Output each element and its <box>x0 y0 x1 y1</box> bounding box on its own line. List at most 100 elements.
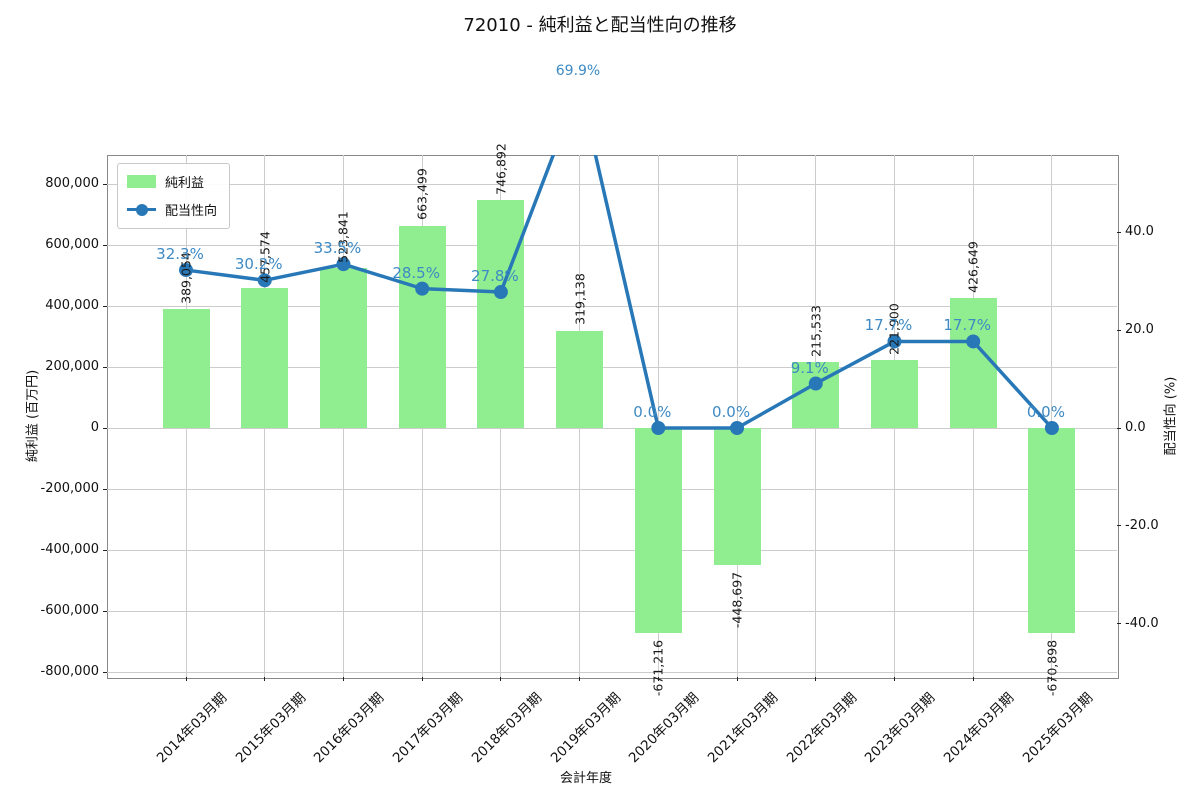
y-left-tick-mark <box>103 610 107 612</box>
payout-value-label: 0.0% <box>633 403 672 421</box>
payout-point <box>179 263 193 278</box>
x-tick-mark <box>657 677 659 681</box>
y-right-tick-mark <box>1117 525 1121 527</box>
x-tick-label: 2022年03月期 <box>783 689 860 767</box>
gridline-horizontal <box>107 427 1117 429</box>
x-tick-mark <box>185 677 187 681</box>
x-tick-mark <box>579 677 581 681</box>
x-tick-mark <box>421 677 423 681</box>
payout-point <box>966 334 981 349</box>
y-left-tick-label: 800,000 <box>45 176 99 191</box>
y-left-tick-label: 400,000 <box>45 298 99 313</box>
x-tick-label: 2023年03月期 <box>862 689 939 767</box>
payout-point <box>415 281 430 296</box>
y-right-tick-label: -40.0 <box>1125 615 1159 631</box>
net-income-swatch-icon <box>127 175 156 188</box>
gridline-vertical <box>1051 155 1053 677</box>
y-right-tick-label: -20.0 <box>1125 517 1159 533</box>
net-income-bar <box>1028 428 1076 633</box>
net-income-bar <box>398 225 446 428</box>
y-left-tick-label: 200,000 <box>45 359 99 374</box>
payout-line-layer <box>179 155 1059 435</box>
payout-value-label: 28.5% <box>392 263 440 282</box>
net-income-bar <box>477 200 525 428</box>
payout-value-label: 17.7% <box>943 316 992 335</box>
y-right-tick-label: 0.0 <box>1125 420 1146 435</box>
x-tick-mark <box>815 677 817 681</box>
x-tick-label: 2020年03月期 <box>626 689 703 767</box>
clipped-payout-annotation: 69.9% <box>555 63 601 79</box>
y-right-tick-label: 20.0 <box>1125 322 1154 338</box>
y-left-tick-label: -600,000 <box>40 603 99 618</box>
x-tick-mark <box>342 677 344 681</box>
y-left-tick-mark <box>103 488 107 490</box>
x-tick-label: 2024年03月期 <box>940 689 1018 767</box>
net-income-bar <box>949 297 997 428</box>
payout-point <box>493 285 508 300</box>
payout-value-label: 17.7% <box>864 316 913 335</box>
y-left-tick-label: -800,000 <box>40 664 99 679</box>
payout-point <box>808 376 823 391</box>
chart-title: 72010 - 純利益と配当性向の推移 <box>463 15 737 36</box>
legend: 純利益 配当性向 <box>117 163 231 229</box>
gridline-horizontal <box>107 366 1117 368</box>
payout-point <box>887 334 902 349</box>
bar-value-label: 746,892 <box>493 143 509 195</box>
bar-value-label: 426,649 <box>965 240 981 293</box>
x-tick-mark <box>736 677 738 681</box>
gridline-horizontal <box>107 610 1117 612</box>
x-tick-mark <box>264 677 266 681</box>
bar-value-label: -671,216 <box>650 639 666 697</box>
legend-label-net-income: 純利益 <box>165 176 205 191</box>
y-left-tick-label: 0 <box>90 420 99 435</box>
net-income-bar <box>319 268 367 428</box>
payout-value-label: 33.5% <box>313 239 362 258</box>
net-income-bar <box>634 428 682 633</box>
bar-value-label: 663,499 <box>414 168 430 221</box>
y-left-tick-mark <box>103 183 107 185</box>
legend-label-payout: 配当性向 <box>165 204 218 219</box>
legend-item-payout: 配当性向 <box>127 200 217 219</box>
x-tick-label: 2015年03月期 <box>232 689 309 767</box>
net-income-bar <box>870 360 918 428</box>
payout-point <box>257 273 272 288</box>
x-tick-label: 2021年03月期 <box>704 689 782 767</box>
x-axis-title: 会計年度 <box>559 771 613 786</box>
y-left-tick-mark <box>103 305 107 307</box>
x-tick-label: 2025年03月期 <box>1019 689 1097 767</box>
legend-item-net-income: 純利益 <box>127 172 217 191</box>
payout-dot-icon <box>135 203 148 216</box>
gridline-horizontal <box>107 488 1117 490</box>
y-right-tick-mark <box>1117 427 1121 429</box>
payout-swatch-icon <box>127 203 156 216</box>
payout-value-label: 0.0% <box>1026 403 1065 421</box>
gridline-horizontal <box>107 244 1117 246</box>
net-income-bar <box>556 330 604 428</box>
net-income-bar <box>241 288 289 428</box>
y-left-tick-label: 600,000 <box>45 237 99 252</box>
payout-value-label: 0.0% <box>711 403 751 421</box>
y-right-axis-title: 配当性向 (%) <box>1163 376 1179 456</box>
payout-point <box>336 257 351 272</box>
x-tick-label: 2016年03月期 <box>311 689 388 767</box>
x-tick-label: 2014年03月期 <box>153 689 231 767</box>
x-tick-mark <box>500 677 502 681</box>
gridline-horizontal <box>107 183 1117 185</box>
y-left-tick-label: -400,000 <box>40 542 99 557</box>
x-tick-mark <box>972 677 974 681</box>
net-income-bar <box>162 309 210 428</box>
net-income-bar <box>713 428 761 565</box>
x-tick-label: 2019年03月期 <box>547 689 624 767</box>
y-left-tick-mark <box>103 549 107 551</box>
y-left-tick-mark <box>103 671 107 673</box>
y-left-tick-label: -200,000 <box>40 481 99 496</box>
y-left-tick-mark <box>103 244 107 246</box>
x-tick-label: 2017年03月期 <box>389 689 467 767</box>
x-tick-mark <box>893 677 895 681</box>
gridline-horizontal <box>107 305 1117 307</box>
payout-value-label: 32.3% <box>156 245 204 264</box>
y-left-tick-mark <box>103 427 107 429</box>
payout-line <box>185 155 1054 430</box>
